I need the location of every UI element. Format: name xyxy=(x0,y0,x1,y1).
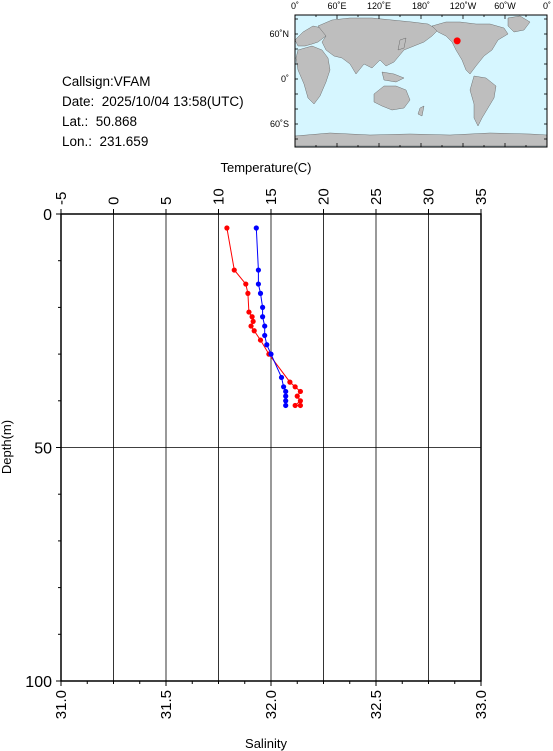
temperature-data-point xyxy=(292,402,298,409)
salinity-tick-label: 31.0 xyxy=(53,690,70,719)
salinity-data-point xyxy=(281,384,287,390)
map-ticks xyxy=(294,15,548,147)
salinity-tick-labels: 31.0 31.5 32.0 32.5 33.0 xyxy=(53,690,490,719)
map-longitude-label: 60˚W xyxy=(494,1,516,11)
salinity-data-point xyxy=(283,388,289,395)
station-marker-dot xyxy=(453,37,461,45)
map-longitude-label: 180˚ xyxy=(412,1,430,11)
temperature-data-point xyxy=(251,328,257,334)
salinity-tick-label: 31.5 xyxy=(158,690,175,719)
map-latitude-label: 0˚ xyxy=(281,74,289,84)
temperature-tick-label: 20 xyxy=(316,188,333,205)
salinity-data-point xyxy=(283,402,289,409)
salinity-data-point xyxy=(257,290,264,296)
salinity-data-point xyxy=(268,351,274,357)
chart-grid xyxy=(61,214,481,681)
depth-tick-label: 0 xyxy=(43,207,52,224)
map-longitude-label: 120˚W xyxy=(450,1,477,11)
temperature-data-point xyxy=(297,402,303,409)
salinity-data-point xyxy=(262,332,268,339)
map-longitude-label: 0˚ xyxy=(291,1,299,11)
salinity-data-point xyxy=(262,323,268,329)
depth-tick-label: 50 xyxy=(34,441,52,458)
map-latitude-label: 60˚N xyxy=(269,29,289,39)
callsign-text: Callsign:VFAM xyxy=(62,74,151,89)
temperature-tick-label: 25 xyxy=(368,188,385,205)
depth-tick-label: 100 xyxy=(25,674,52,691)
map-longitude-labels: 0˚ 60˚E 120˚E 180˚ 120˚W 60˚W 0˚ xyxy=(291,1,551,11)
temperature-tick-label: 30 xyxy=(421,188,438,205)
map-longitude-label: 60˚E xyxy=(327,1,346,11)
map-longitude-label: 120˚E xyxy=(367,1,391,11)
map-latitude-labels: 60˚N 0˚ 60˚S xyxy=(269,29,289,129)
depth-tick-labels: 0 50 100 xyxy=(25,207,52,691)
temperature-tick-label: -5 xyxy=(53,192,70,205)
temperature-data-point xyxy=(294,393,300,399)
salinity-data-point xyxy=(255,267,261,273)
temperature-data-point xyxy=(246,309,252,315)
temperature-data-point xyxy=(248,323,254,329)
salinity-tick-label: 33.0 xyxy=(473,690,490,719)
temperature-data-point xyxy=(250,318,256,325)
map-longitude-label: 0˚ xyxy=(543,1,551,11)
longitude-text: Lon.: 231.659 xyxy=(62,134,149,149)
salinity-tick-label: 32.5 xyxy=(368,690,385,719)
salinity-data-point xyxy=(255,281,261,287)
profile-chart: -5 0 5 10 15 20 25 30 35 31.0 31.5 32.0 32.5 33.0 05… xyxy=(0,160,490,751)
salinity-tick-label: 32.0 xyxy=(263,690,280,719)
world-map: 0˚ 60˚E 120˚E 180˚ 120˚W 60˚W 0˚ 60˚N 0˚ 60˚S xyxy=(269,1,551,148)
temperature-data-point xyxy=(292,384,298,390)
series-layer xyxy=(224,225,303,409)
temperature-tick-label: 5 xyxy=(158,197,175,205)
salinity-data-point xyxy=(260,304,266,310)
station-info: Callsign:VFAM Date: 2025/10/04 13:58(UTC… xyxy=(62,72,244,152)
temperature-data-point xyxy=(224,225,230,231)
temperature-tick-label: 0 xyxy=(106,197,123,205)
salinity-data-point xyxy=(253,225,259,231)
temperature-tick-label: 15 xyxy=(263,188,280,205)
plot-frame xyxy=(60,213,482,682)
map-land xyxy=(294,15,548,147)
temperature-data-point xyxy=(245,290,251,296)
temperature-tick-labels: -5 0 5 10 15 20 25 30 35 xyxy=(53,188,490,205)
temperature-data-point xyxy=(297,398,303,404)
temperature-data-point xyxy=(257,337,264,343)
temperature-data-point xyxy=(231,267,237,273)
temperature-data-point xyxy=(287,379,293,385)
salinity-axis-title: Salinity xyxy=(245,736,287,751)
salinity-data-point xyxy=(283,398,289,404)
map-latitude-label: 60˚S xyxy=(270,119,289,129)
temperature-axis-title: Temperature(C) xyxy=(220,160,311,175)
salinity-data-point xyxy=(278,374,285,381)
latitude-text: Lat.: 50.868 xyxy=(62,114,138,129)
salinity-data-point xyxy=(260,314,266,320)
temperature-data-point xyxy=(249,314,255,320)
temperature-tick-label: 10 xyxy=(211,188,228,205)
temperature-tick-label: 35 xyxy=(473,188,490,205)
salinity-data-point xyxy=(283,393,289,399)
station-marker xyxy=(453,37,461,45)
temperature-data-point xyxy=(243,281,249,287)
depth-axis-title: Depth(m) xyxy=(0,420,14,474)
date-text: Date: 2025/10/04 13:58(UTC) xyxy=(62,94,244,109)
temperature-data-point xyxy=(297,388,303,395)
salinity-data-point xyxy=(264,342,270,348)
